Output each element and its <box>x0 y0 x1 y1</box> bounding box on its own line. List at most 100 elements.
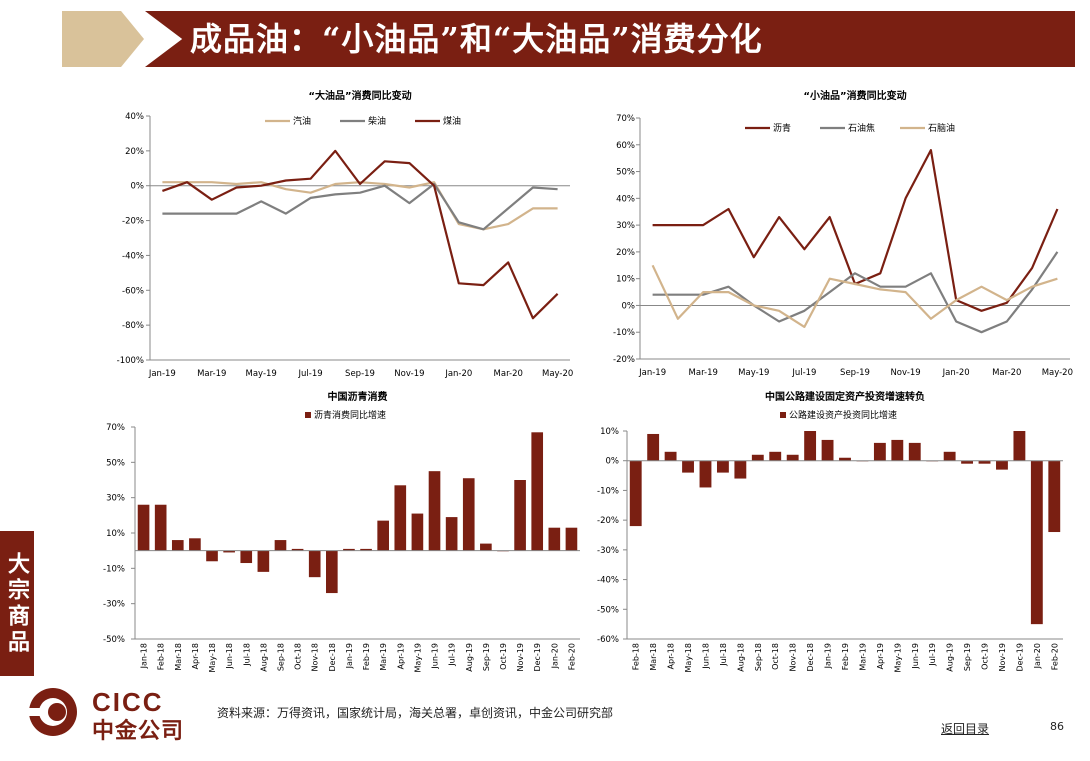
y-tick-label: 10% <box>106 529 125 539</box>
y-tick-label: -50% <box>103 635 125 645</box>
x-tick-label: Feb-20 <box>1050 643 1059 670</box>
x-tick-label: Sep-19 <box>963 643 972 671</box>
bar-Aug-18 <box>734 460 747 479</box>
y-tick-label: 30% <box>106 494 125 504</box>
bar-Mar-19 <box>377 520 389 551</box>
y-tick-label: -30% <box>103 600 125 610</box>
x-tick-label: Jan-18 <box>140 643 149 669</box>
x-tick-label: Sep-19 <box>482 643 491 671</box>
series-line-石油焦 <box>652 251 1059 334</box>
x-tick-label: Jan-19 <box>345 643 354 669</box>
legend-label: 沥青消费同比增速 <box>314 409 386 421</box>
bar-Jul-18 <box>240 550 253 564</box>
cicc-logo-icon <box>28 688 77 736</box>
x-tick-label: Mar-18 <box>649 643 658 671</box>
x-tick-label: Nov-19 <box>516 643 525 671</box>
x-tick-label: Jul-18 <box>719 643 728 667</box>
legend-label: 煤油 <box>443 115 461 127</box>
side-tab-label: 大宗商品 <box>4 551 30 656</box>
x-tick-label: Aug-19 <box>946 643 955 672</box>
y-tick-label: -60% <box>122 286 144 296</box>
legend-label: 柴油 <box>368 115 386 127</box>
x-tick-label: Nov-19 <box>998 643 1007 671</box>
bar-Feb-19 <box>839 457 851 461</box>
bar-Nov-19 <box>996 460 1008 470</box>
source-note: 资料来源：万得资讯，国家统计局，海关总署，卓创资讯，中金公司研究部 <box>217 706 614 720</box>
x-tick-label: Jan-19 <box>148 369 176 379</box>
bar-Dec-18 <box>326 550 338 594</box>
bar-May-18 <box>682 460 694 473</box>
legend-label: 石脑油 <box>928 122 955 134</box>
x-tick-label: Sep-19 <box>840 368 870 378</box>
chart-title: 中国公路建设固定资产投资增速转负 <box>765 390 925 403</box>
legend-label: 公路建设资产投资同比增速 <box>789 409 897 421</box>
x-tick-label: Nov-19 <box>394 369 424 379</box>
x-tick-label: Mar-19 <box>197 369 226 379</box>
x-tick-label: Jan-20 <box>942 368 970 378</box>
x-tick-label: Jun-19 <box>431 643 440 670</box>
bar-Oct-18 <box>769 451 782 461</box>
legend-label: 汽油 <box>293 115 311 127</box>
x-tick-label: Aug-18 <box>259 643 268 672</box>
y-tick-label: 70% <box>106 423 125 433</box>
x-tick-label: Mar-19 <box>379 643 388 671</box>
back-to-contents-link[interactable]: 返回目录 <box>941 722 990 736</box>
x-tick-label: Aug-19 <box>465 643 474 672</box>
bar-Feb-18 <box>154 504 167 551</box>
x-tick-label: Feb-20 <box>567 643 576 670</box>
y-tick-label: 40% <box>616 194 635 204</box>
legend-swatch <box>305 412 311 418</box>
x-tick-label: Mar-18 <box>174 643 183 671</box>
x-tick-label: Oct-19 <box>981 643 990 670</box>
y-tick-label: -100% <box>117 356 144 366</box>
x-tick-label: Jul-19 <box>448 643 457 667</box>
y-tick-label: 0% <box>131 182 145 192</box>
y-tick-label: 20% <box>125 147 144 157</box>
y-tick-label: -50% <box>597 605 619 615</box>
x-tick-label: Mar-20 <box>992 368 1021 378</box>
bar-Jun-18 <box>223 550 235 553</box>
x-tick-label: Apr-18 <box>667 643 676 669</box>
bar-Apr-19 <box>394 485 407 551</box>
series-line-石脑油 <box>651 264 1058 328</box>
bar-Feb-20 <box>565 527 578 551</box>
x-tick-label: Sep-18 <box>754 643 763 671</box>
x-tick-label: Oct-18 <box>771 643 780 670</box>
bar-Nov-18 <box>308 550 321 578</box>
chart-title: “小油品”消费同比变动 <box>803 89 906 102</box>
series-line-汽油 <box>162 181 558 231</box>
y-tick-label: 10% <box>600 427 619 437</box>
bar-Jul-19 <box>445 517 458 551</box>
side-tab: 大宗商品 <box>0 531 34 676</box>
x-tick-label: Jan-19 <box>824 643 833 669</box>
bar-Mar-18 <box>647 433 660 461</box>
x-tick-label: Jan-19 <box>638 368 666 378</box>
bar-Jun-18 <box>699 460 712 488</box>
x-tick-label: Oct-19 <box>499 643 508 670</box>
x-tick-label: May-19 <box>738 368 769 378</box>
x-tick-label: Oct-18 <box>294 643 303 670</box>
bar-Aug-19 <box>462 478 475 551</box>
bar-Jun-19 <box>908 442 921 461</box>
x-tick-label: May-18 <box>684 643 693 672</box>
y-tick-label: -20% <box>597 516 619 526</box>
x-tick-label: May-20 <box>1042 368 1073 378</box>
y-tick-label: -20% <box>613 355 635 365</box>
x-tick-label: Dec-18 <box>806 643 815 672</box>
x-tick-label: Nov-18 <box>789 643 798 671</box>
bar-Sep-18 <box>274 540 287 551</box>
logo-text-cn: 中金公司 <box>92 719 185 744</box>
bar-Aug-19 <box>943 451 956 461</box>
bar-Feb-18 <box>629 460 642 527</box>
y-tick-label: -40% <box>122 251 144 261</box>
y-tick-label: 0% <box>606 457 620 467</box>
y-tick-label: 10% <box>616 275 635 285</box>
bar-Nov-18 <box>786 454 799 461</box>
y-tick-label: 50% <box>106 458 125 468</box>
x-tick-label: Jul-19 <box>791 368 816 378</box>
bar-Sep-19 <box>480 543 492 551</box>
x-tick-label: Sep-19 <box>345 369 375 379</box>
page-number: 86 <box>1050 720 1064 733</box>
